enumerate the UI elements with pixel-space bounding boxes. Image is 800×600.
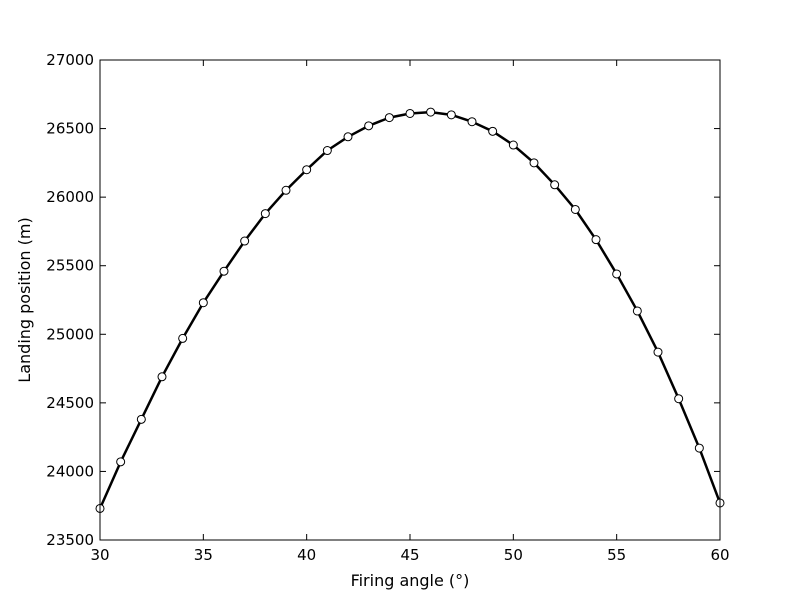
data-point-marker	[612, 269, 622, 279]
data-point-marker	[426, 107, 436, 117]
data-point-marker	[240, 236, 250, 246]
data-point-marker	[343, 132, 353, 142]
x-tick-label: 40	[297, 546, 316, 564]
data-point-marker	[446, 110, 456, 120]
x-tick-label: 35	[194, 546, 213, 564]
data-point-marker	[694, 443, 704, 453]
data-point-marker	[632, 306, 642, 316]
data-point-marker	[364, 121, 374, 131]
data-point-marker	[198, 298, 208, 308]
data-point-marker	[302, 165, 312, 175]
data-point-marker	[384, 113, 394, 123]
x-tick-label: 30	[90, 546, 109, 564]
data-point-marker	[157, 372, 167, 382]
data-point-marker	[405, 108, 415, 118]
y-tick-label: 25500	[46, 257, 94, 275]
data-point-marker	[178, 333, 188, 343]
data-point-marker	[260, 209, 270, 219]
y-tick-label: 23500	[46, 531, 94, 549]
data-point-marker	[467, 117, 477, 127]
data-point-marker	[529, 158, 539, 168]
data-point-marker	[281, 185, 291, 195]
data-point-marker	[508, 140, 518, 150]
x-tick-label: 50	[504, 546, 523, 564]
x-tick-label: 45	[400, 546, 419, 564]
data-point-marker	[591, 235, 601, 245]
data-point-marker	[674, 394, 684, 404]
y-tick-label: 26000	[46, 188, 94, 206]
axis-ticks: 30 35 40 45 50 55 60 23500 24000 24500 25000 25500 2…	[46, 51, 729, 564]
x-tick-label: 60	[710, 546, 729, 564]
data-point-marker	[116, 457, 126, 467]
y-tick-label: 24000	[46, 462, 94, 480]
data-point-marker	[653, 347, 663, 357]
plot-background	[100, 60, 720, 540]
y-tick-label: 25000	[46, 325, 94, 343]
data-point-marker	[136, 414, 146, 424]
data-point-marker	[570, 204, 580, 214]
y-tick-label: 26500	[46, 120, 94, 138]
y-axis-label: Landing position (m)	[15, 217, 34, 382]
data-point-marker	[488, 126, 498, 136]
plot-frame	[99, 59, 721, 541]
y-tick-label: 24500	[46, 394, 94, 412]
y-tick-label: 27000	[46, 51, 94, 69]
data-point-marker	[550, 180, 560, 190]
x-tick-label: 55	[607, 546, 626, 564]
x-axis-label: Firing angle (°)	[351, 571, 470, 590]
data-point-marker	[322, 146, 332, 156]
data-point-marker	[219, 266, 229, 276]
